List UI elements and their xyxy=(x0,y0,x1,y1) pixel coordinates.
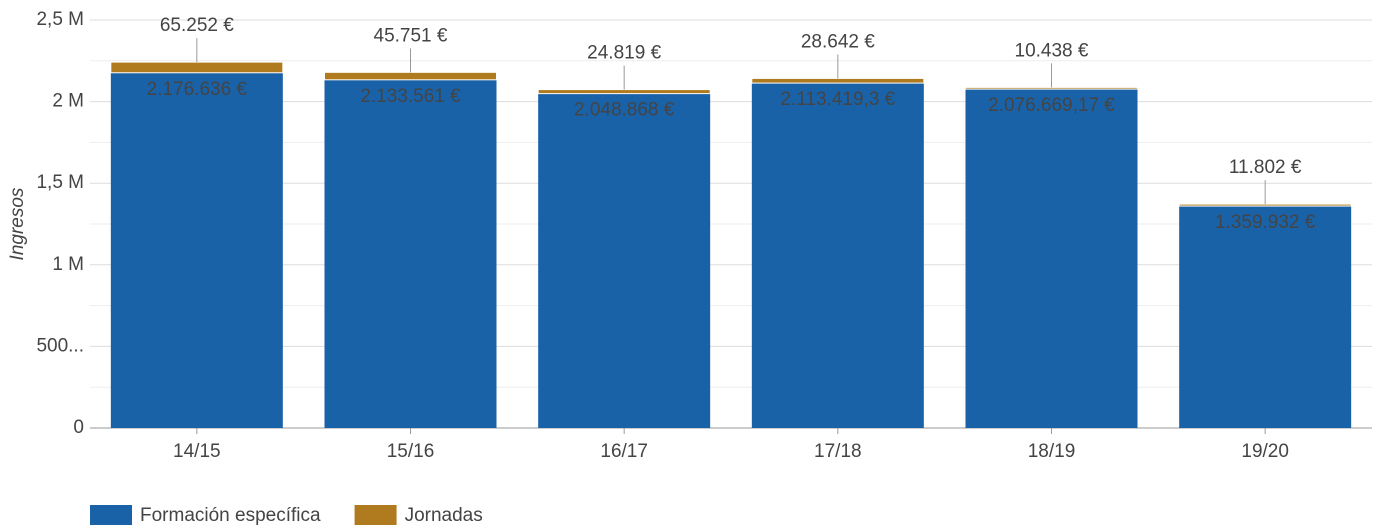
bar-segment xyxy=(965,89,1138,429)
y-tick-label: 1 M xyxy=(52,254,84,275)
x-tick-label: 18/19 xyxy=(1028,441,1076,462)
bar-segment xyxy=(537,89,711,95)
data-label: 1.359.932 € xyxy=(1215,212,1316,233)
data-label: 2.133.561 € xyxy=(360,86,461,107)
bar-segment xyxy=(323,71,498,81)
x-tick-label: 15/16 xyxy=(387,441,435,462)
bar-segment xyxy=(110,61,284,74)
bar-segment xyxy=(751,77,925,84)
bar-segment xyxy=(964,86,1139,90)
x-tick-label: 16/17 xyxy=(600,441,648,462)
data-label: 2.048.868 € xyxy=(574,100,675,121)
bar-segment xyxy=(1179,206,1352,428)
y-tick-label: 0 xyxy=(73,417,84,438)
data-label: 28.642 € xyxy=(801,31,875,52)
bar-segment xyxy=(538,93,711,428)
x-tick-label: 17/18 xyxy=(814,441,862,462)
data-label: 10.438 € xyxy=(1015,40,1089,61)
legend-swatch xyxy=(354,505,397,525)
data-label: 2.113.419,3 € xyxy=(780,89,895,110)
x-tick-label: 14/15 xyxy=(173,441,221,462)
y-axis-label: Ingresos xyxy=(7,187,28,260)
bar-segment xyxy=(110,72,283,428)
x-tick-label: 19/20 xyxy=(1241,441,1289,462)
y-tick-label: 1,5 M xyxy=(36,172,84,193)
y-tick-label: 2 M xyxy=(52,91,84,112)
bar-segment xyxy=(1178,203,1352,207)
data-label: 2.076.669,17 € xyxy=(988,95,1115,116)
bar-segment xyxy=(324,79,497,428)
y-tick-label: 2,5 M xyxy=(36,9,84,30)
data-label: 11.802 € xyxy=(1229,157,1302,178)
legend-label: Formación específica xyxy=(140,505,321,525)
data-label: 24.819 € xyxy=(587,43,661,64)
data-label: 2.176.636 € xyxy=(147,79,248,100)
bar-segment xyxy=(751,83,924,429)
data-label: 65.252 € xyxy=(160,15,234,36)
legend-label: Jornadas xyxy=(405,505,483,525)
data-label: 45.751 € xyxy=(374,25,448,46)
legend-swatch xyxy=(90,505,132,525)
y-tick-label: 500... xyxy=(36,335,84,356)
